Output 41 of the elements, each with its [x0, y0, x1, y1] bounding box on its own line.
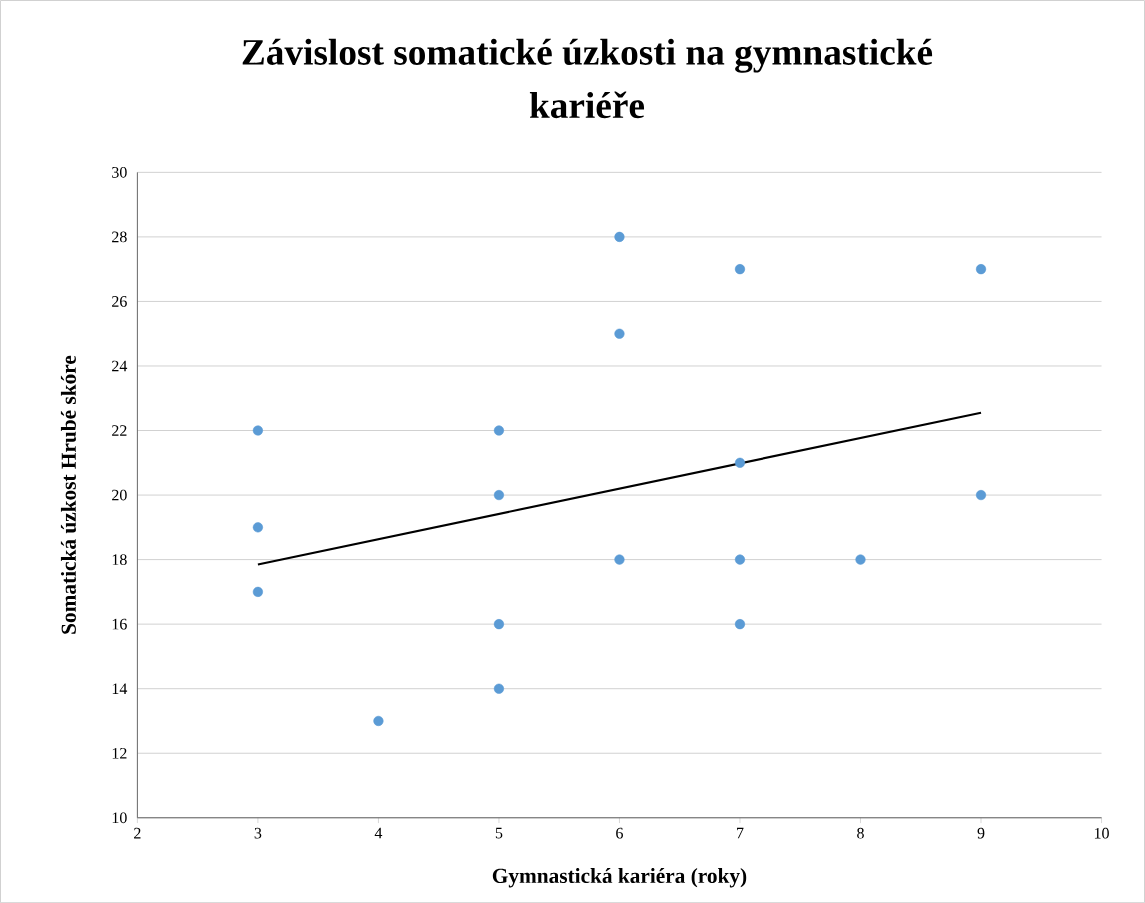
y-tick-label: 26	[112, 295, 127, 307]
point	[373, 715, 384, 726]
x-tick-label: 7	[737, 827, 744, 839]
x-axis-title: Gymnastická kariéra (roky)	[492, 867, 747, 888]
point	[252, 522, 263, 533]
x-tick-label: 4	[374, 827, 383, 839]
y-tick-label: 20	[112, 489, 127, 501]
x-tick-label: 3	[254, 827, 262, 839]
y-tick-label: 18	[112, 554, 127, 565]
x-tick-label: 10	[1094, 827, 1109, 839]
point	[493, 425, 505, 436]
point	[855, 554, 866, 565]
y-axis-title: Somatická úzkost Hrubé skóre	[60, 355, 76, 634]
point	[734, 264, 746, 275]
point	[614, 554, 625, 565]
point	[975, 489, 987, 501]
y-tick-label: 24	[112, 360, 128, 372]
y-tick-label: 22	[112, 425, 127, 436]
y-tick-label: 16	[112, 618, 127, 630]
x-tick-label: 6	[616, 827, 623, 839]
x-tick-label: 8	[857, 827, 864, 839]
x-tick-label: 2	[134, 827, 141, 839]
x-tick-label: 5	[495, 827, 503, 839]
x-tick-label: 9	[977, 827, 985, 839]
chart-title: Závislost somatické úzkosti na gymnastické kariéře	[242, 38, 933, 119]
y-tick-label: 28	[112, 231, 127, 243]
y-tick-label: 12	[112, 747, 127, 759]
point	[493, 618, 505, 630]
point	[734, 457, 746, 468]
point	[734, 618, 746, 630]
point	[614, 231, 625, 242]
y-tick-label: 10	[112, 812, 127, 824]
point	[493, 489, 505, 501]
point	[614, 328, 625, 339]
point	[734, 554, 746, 565]
y-tick-label: 14	[112, 683, 128, 694]
point	[252, 586, 263, 597]
point	[252, 425, 263, 436]
point	[493, 683, 505, 694]
y-tick-label: 30	[112, 166, 127, 178]
point	[975, 264, 987, 275]
